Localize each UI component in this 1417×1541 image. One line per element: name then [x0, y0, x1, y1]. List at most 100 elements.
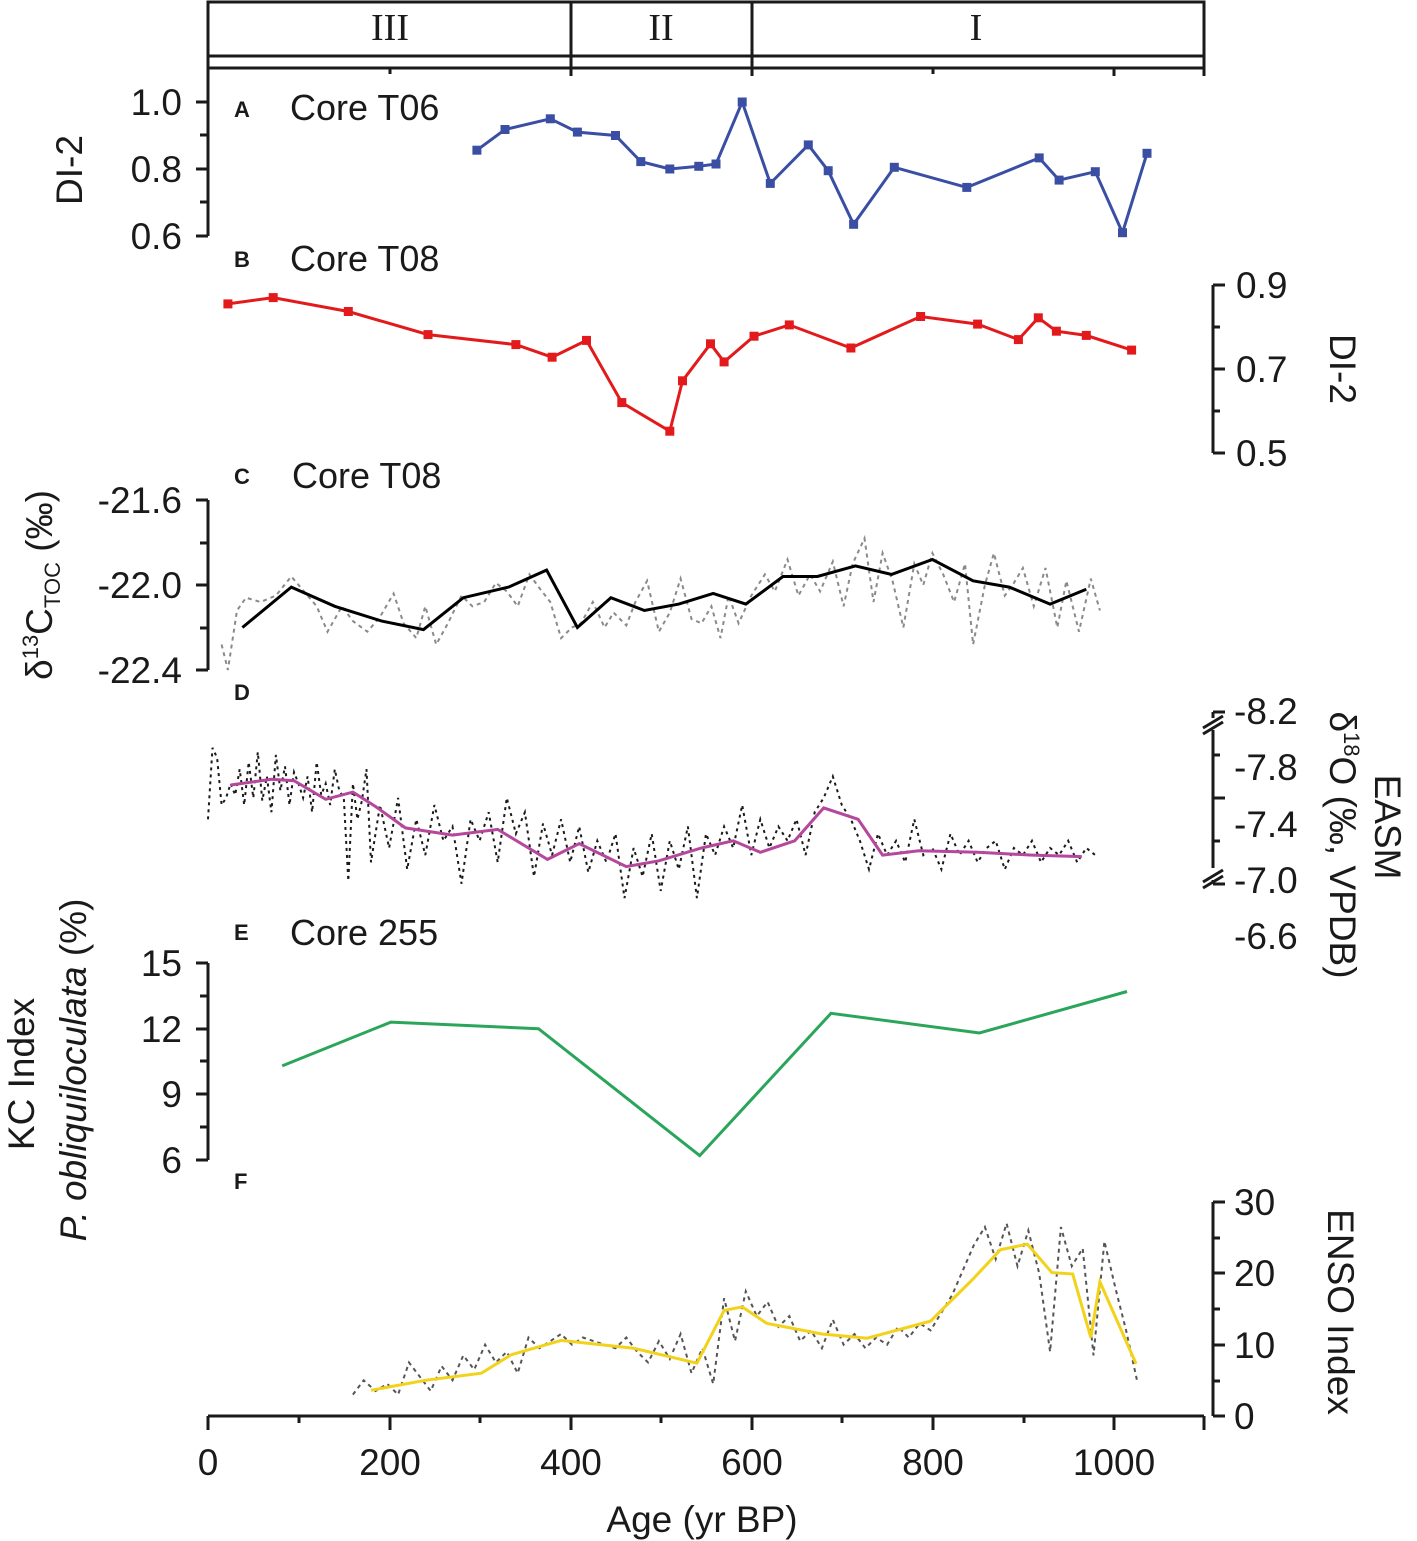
panel-a-data-point: [545, 114, 555, 124]
panel-a-data-point: [711, 159, 721, 169]
panel-e-series-line: [281, 990, 1128, 1158]
panel-b: B Core T08 0.9 0.7 0.5 DI-2: [223, 238, 1363, 474]
panel-a-data-point: [572, 127, 582, 137]
panel-b-data-point: [343, 307, 353, 316]
axis-break: [1202, 714, 1224, 730]
panel-a-data-point: [694, 161, 704, 171]
panel-b-data-point: [582, 335, 591, 345]
panel-a-data-point: [737, 97, 747, 107]
y-tick-label: -22.4: [98, 650, 182, 691]
zone-bar: III II I: [206, 0, 1206, 58]
top-axis: [206, 56, 1206, 76]
panel-letter-d: D: [234, 680, 250, 705]
y-tick-label: -7.0: [1234, 860, 1298, 901]
y-tick-label: 0.5: [1236, 433, 1287, 474]
panel-b-data-point: [784, 320, 794, 330]
y-tick-label: 12: [141, 1009, 182, 1050]
panel-b-data-point: [706, 339, 715, 349]
panel-d: D -8.2 -7.8 -7.4 -7.0 -6.6 EASM δ18O (‰,…: [207, 680, 1408, 979]
panel-b-data-point: [1013, 335, 1023, 345]
y-tick-label: 0.8: [131, 149, 182, 190]
zone-label-iii: III: [371, 7, 409, 49]
y-tick-label: 0: [1234, 1396, 1255, 1437]
panel-letter-a: A: [234, 97, 250, 122]
panel-b-data-point: [617, 398, 627, 408]
panel-b-data-point: [665, 426, 675, 436]
x-axis-label: Age (yr BP): [606, 1499, 797, 1540]
panel-c: C Core T08 -21.6 -22.0 -22.4 δ13CTOC (‰): [18, 455, 1101, 691]
y-tick-label: -7.4: [1234, 804, 1298, 845]
panel-b-data-point: [719, 357, 729, 367]
y-tick-label: 9: [161, 1074, 182, 1115]
panel-a-series-line: [476, 97, 1149, 237]
panel-a-data-point: [765, 178, 775, 188]
panel-e-ylabel-pobliq: P. obliquiloculata (%): [53, 899, 94, 1242]
panel-f-smoothed-line: [370, 1242, 1138, 1392]
y-tick-label: 1.0: [131, 82, 182, 123]
axis-break: [1202, 720, 1224, 736]
panel-letter-c: C: [234, 464, 250, 489]
panel-a-data-point: [500, 125, 510, 134]
panel-e-title: Core 255: [290, 912, 438, 953]
panel-a-data-point: [1142, 148, 1152, 158]
y-tick-label: -6.6: [1234, 916, 1298, 957]
y-tick-label: -21.6: [98, 480, 182, 521]
panel-d-ylabel-easm: EASM: [1367, 775, 1408, 880]
zone-label-ii: II: [648, 7, 673, 49]
panel-letter-e: E: [234, 920, 249, 945]
y-tick-label: 15: [141, 943, 182, 984]
y-tick-label: 10: [1234, 1325, 1275, 1366]
panel-a-data-point: [1090, 167, 1100, 177]
axis-break: [1202, 874, 1224, 890]
panel-b-data-point: [1033, 313, 1043, 323]
panel-a-title: Core T06: [290, 87, 439, 128]
panel-c-smoothed-line: [241, 557, 1087, 632]
panel-a-data-point: [611, 131, 620, 140]
x-axis: 0 200 400 600 800 1000 Age (yr BP): [198, 1414, 1206, 1540]
panel-b-data-point: [511, 340, 521, 350]
zone-label-i: I: [970, 7, 983, 49]
panel-a-data-point: [962, 182, 972, 192]
x-tick-label: 600: [721, 1442, 783, 1483]
panel-d-ylabel-d18o: δ18O (‰, VPDB): [1322, 711, 1364, 978]
panel-c-title: Core T08: [292, 455, 441, 496]
panel-c-ylabel: δ13CTOC (‰): [18, 490, 65, 680]
panel-b-data-point: [1081, 330, 1091, 340]
x-tick-label: 400: [540, 1442, 602, 1483]
y-tick-label: 0.7: [1236, 349, 1287, 390]
panel-a-data-point: [889, 162, 899, 172]
panel-f: F 30 20 10 0 ENSO Index: [234, 1169, 1361, 1437]
y-tick-label: 30: [1234, 1182, 1275, 1223]
panel-letter-f: F: [234, 1169, 247, 1194]
panel-b-ylabel: DI-2: [1322, 334, 1363, 404]
panel-b-data-point: [223, 299, 233, 309]
panel-a-data-point: [1118, 228, 1127, 238]
y-tick-label: -8.2: [1234, 691, 1298, 732]
y-tick-label: 0.6: [131, 216, 182, 257]
x-tick-label: 800: [902, 1442, 964, 1483]
panel-a: A Core T06 1.0 0.8 0.6 DI-2: [49, 68, 1152, 257]
y-tick-label: 20: [1234, 1253, 1275, 1294]
panel-a-data-point: [472, 145, 482, 155]
x-tick-label: 1000: [1073, 1442, 1155, 1483]
y-tick-label: -22.0: [98, 565, 182, 606]
panel-b-data-point: [916, 312, 926, 321]
y-tick-label: 0.9: [1236, 265, 1287, 306]
panel-b-data-point: [268, 293, 278, 303]
x-tick-label: 200: [359, 1442, 421, 1483]
panel-e: E Core 255 15 12 9 6 KC Index P. obliqui…: [1, 899, 1128, 1242]
panel-f-ylabel: ENSO Index: [1320, 1209, 1361, 1415]
panel-a-markers: [472, 97, 1152, 238]
panel-d-raw-line: [207, 747, 1096, 899]
panel-a-data-point: [1054, 175, 1064, 185]
panel-c-raw-line: [220, 534, 1101, 671]
panel-b-data-point: [749, 331, 759, 341]
panel-a-data-point: [803, 140, 813, 150]
panel-b-data-point: [973, 319, 983, 329]
axis-break: [1202, 868, 1224, 884]
panel-b-data-point: [846, 343, 856, 353]
panel-letter-b: B: [234, 247, 250, 272]
panel-b-markers: [223, 293, 1137, 436]
y-tick-label: 6: [161, 1140, 182, 1181]
